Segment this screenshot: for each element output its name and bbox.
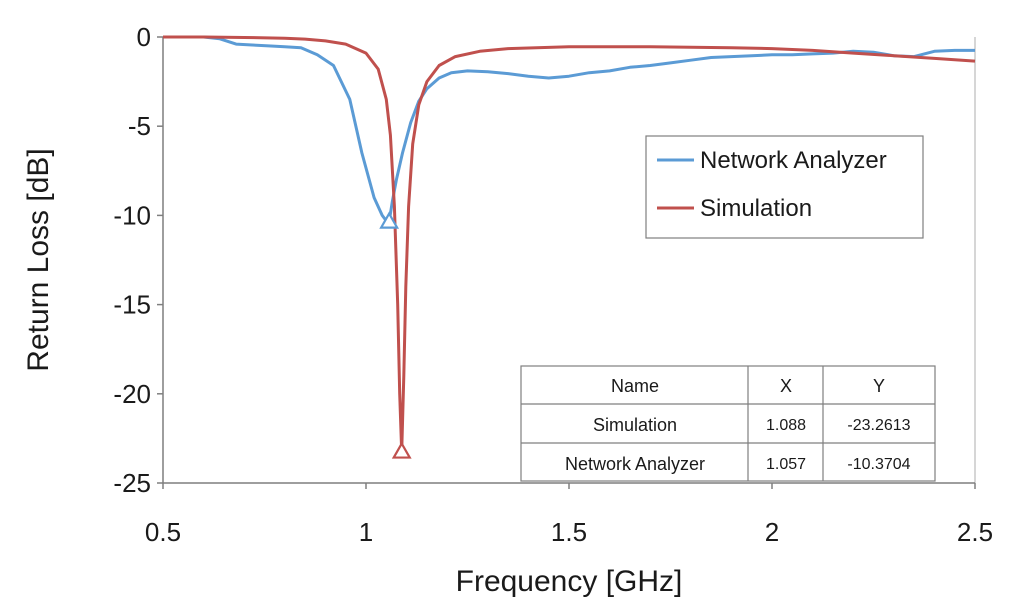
y-axis-ticks: 0 -5 -10 -15 -20 -25	[113, 22, 163, 498]
table-cell: -10.3704	[847, 456, 910, 473]
y-tick-label: -5	[128, 111, 151, 141]
x-axis-ticks: 0.5 1 1.5 2 2.5	[145, 483, 993, 547]
x-tick-label: 2	[765, 517, 779, 547]
table-cell: 1.057	[766, 456, 806, 473]
legend-box	[645, 135, 924, 239]
x-tick-label: 1	[359, 517, 373, 547]
table-cell: Simulation	[593, 415, 677, 435]
table-cell: -23.2613	[847, 417, 910, 434]
x-tick-label: 2.5	[957, 517, 993, 547]
marker-table: Name X Y Simulation 1.088 -23.2613 Netwo…	[520, 365, 936, 482]
y-axis-title: Return Loss [dB]	[22, 148, 55, 371]
marker-triangle-simulation	[391, 441, 412, 459]
x-tick-label: 0.5	[145, 517, 181, 547]
series-line-network-analyzer	[163, 35, 975, 224]
y-tick-label: -25	[113, 468, 151, 498]
series-layer	[163, 35, 976, 454]
x-tick-label: 1.5	[551, 517, 587, 547]
legend-label-network-analyzer: Network Analyzer	[700, 147, 887, 174]
legend: Network Analyzer Simulation	[645, 135, 924, 239]
table-cell: 1.088	[766, 417, 806, 434]
y-tick-label: -10	[113, 200, 151, 230]
table-frame	[520, 365, 936, 482]
table-header-x: X	[780, 376, 792, 396]
y-tick-label: -20	[113, 379, 151, 409]
legend-label-simulation: Simulation	[700, 195, 812, 222]
marker-layer	[379, 211, 412, 459]
y-tick-label: -15	[113, 290, 151, 320]
table-header-y: Y	[873, 376, 885, 396]
marker-triangle-network-analyzer	[379, 211, 400, 229]
y-tick-label: 0	[137, 22, 151, 52]
x-axis-title: Frequency [GHz]	[456, 565, 683, 598]
table-header-name: Name	[611, 376, 659, 396]
table-cell: Network Analyzer	[565, 454, 705, 474]
series-line-simulation	[163, 35, 976, 454]
